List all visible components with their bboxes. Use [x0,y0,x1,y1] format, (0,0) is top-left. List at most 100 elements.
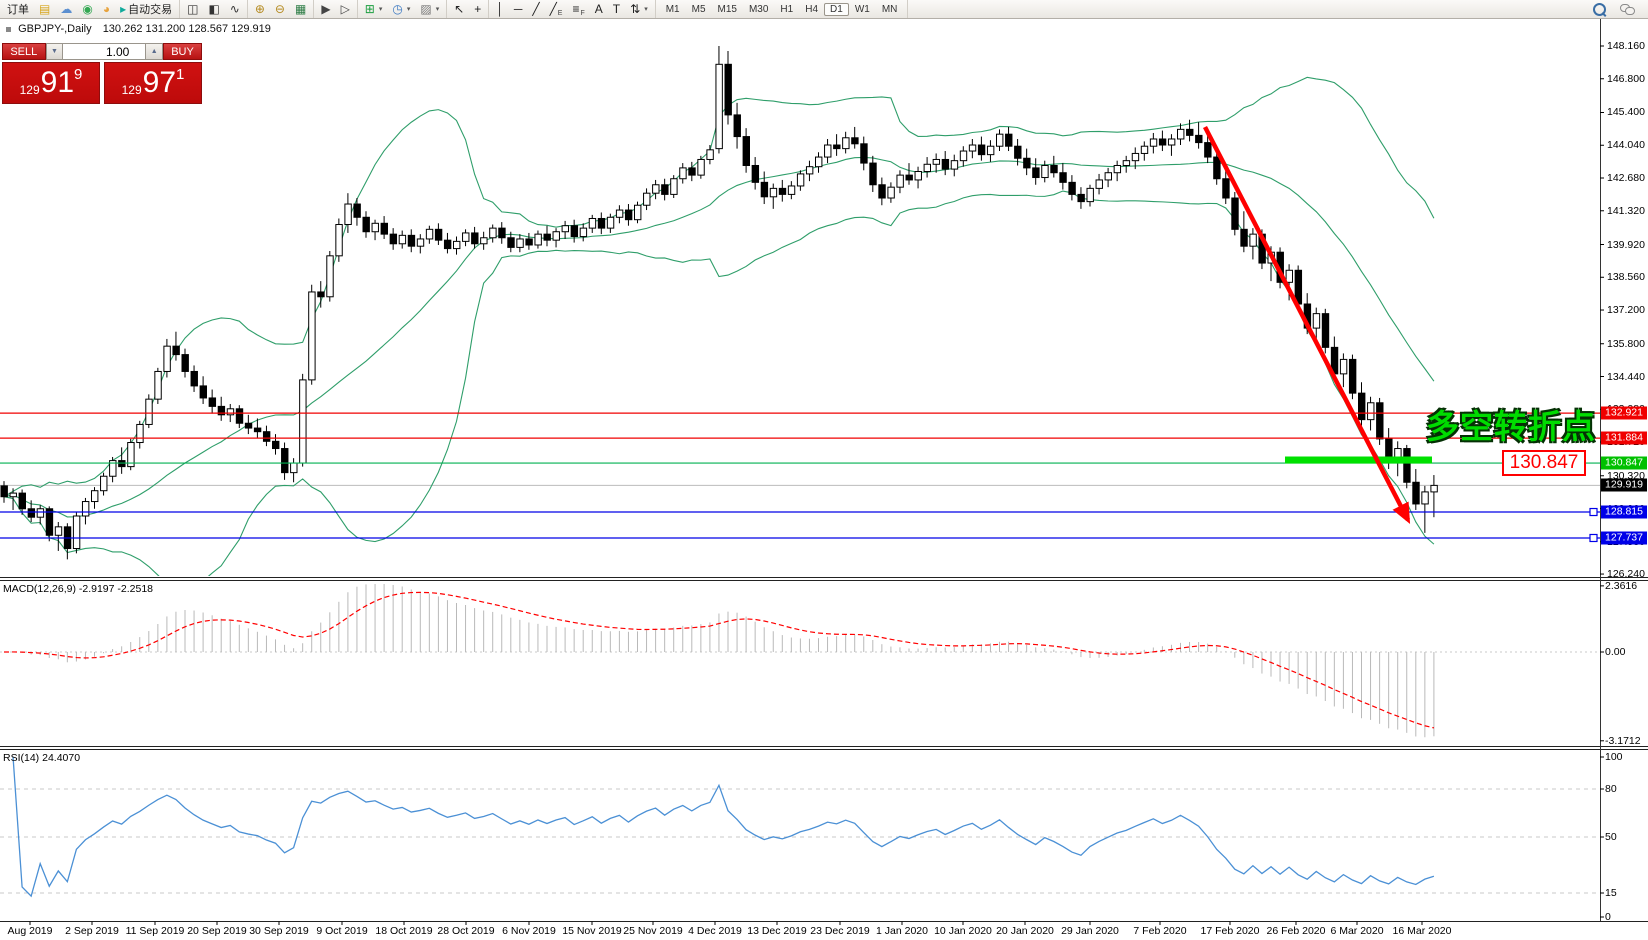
vline-icon[interactable]: │ [491,1,509,17]
cursor-icon: ↖ [454,2,465,16]
macd-values: -2.9197 -2.2518 [78,583,154,595]
text-icon: A [594,2,603,16]
cursor-icon[interactable]: ↖ [449,1,469,17]
time-axis-label: 30 Sep 2019 [249,925,309,937]
signals-icon[interactable]: ◉ [77,1,97,17]
trendline-icon[interactable]: ╱ [527,1,544,17]
periods-icon[interactable]: ◷ ▾ [387,1,415,17]
arrows-icon: ⇅ [630,2,641,16]
hline-icon[interactable]: ─ [509,1,528,17]
time-axis-label: 6 Mar 2020 [1330,925,1384,937]
price-axis-tick: 138.560 [1607,271,1645,284]
rsi-value: 24.4070 [42,752,81,764]
price-axis-tick: 141.320 [1607,204,1645,217]
volume-up-button[interactable]: ▲ [145,43,164,60]
time-axis-label: 13 Dec 2019 [747,925,807,937]
rsi-scale-label: 15 [1605,887,1617,899]
channel-icon[interactable]: ╱ E [545,1,568,17]
timeframe-m1[interactable]: M1 [665,3,680,15]
toolbar-group-drawing: │ ─ ╱ ╱ E ≡ F A T ⇅ ▾ [489,0,656,18]
time-axis-label: 7 Feb 2020 [1133,925,1187,937]
timeframe-w1[interactable]: W1 [854,3,870,15]
buy-button[interactable]: BUY [163,43,202,60]
line-chart-icon: ∿ [229,2,240,16]
price-axis-tick: 142.680 [1607,172,1645,184]
fibonacci-icon[interactable]: ≡ F [567,1,589,17]
autoscroll-icon[interactable]: ▶ [316,1,335,17]
chart-shift-icon[interactable]: ▷ [336,1,355,17]
fibonacci-icon-sub: F [580,10,585,17]
candle-chart-icon[interactable]: ◧ [203,1,224,17]
templates-icon: ▨ [420,2,432,16]
zoom-out-icon[interactable]: ⊖ [270,1,290,17]
price-line-label: 129.919 [1601,478,1647,492]
periods-icon: ◷ [392,2,403,16]
templates-icon[interactable]: ▨ ▾ [415,1,444,17]
timeframe-m15[interactable]: M15 [717,3,737,15]
toolbar-group-cursor: ↖ + [447,0,490,18]
one-click-trading-panel: SELL ▼ ▲ BUY 129 91 9 129 97 1 [2,43,202,104]
time-axis-label: 18 Oct 2019 [375,925,433,937]
rsi-scale-label: 80 [1605,783,1617,795]
symbol-ohlc-values: 130.262 131.200 128.567 129.919 [102,23,271,35]
chevron-down-icon: ▾ [435,6,440,13]
terminal-icon[interactable]: ☁ [55,1,77,17]
new-order-button[interactable]: 订单 [2,1,34,17]
chevron-down-icon: ▾ [378,6,383,13]
macd-scale-label: 0.00 [1605,646,1626,658]
label-icon: T [612,2,621,16]
buy-price-box[interactable]: 129 97 1 [104,62,202,104]
timeframe-h4[interactable]: H4 [805,3,819,15]
hline-icon: ─ [513,2,523,16]
indicators-add-icon[interactable]: ⊞ ▾ [360,1,388,17]
toolbar: 订单 ▤ ☁ ◉ ◕ ▸ 自动交易 ◫ ◧ ∿ ⊕ ⊖ ▦ ▶ ▷ ⊞ ▾ ◷ ▾ ▨ ▾ ↖ + │ ─ ╱ ╱ E ≡ F A T ⇅ ▾ M1… [0,0,1648,19]
timeframe-d1[interactable]: D1 [824,2,849,16]
time-axis-label: 20 Jan 2020 [996,925,1054,937]
chat-icon[interactable] [1620,4,1635,15]
trendline-icon: ╱ [532,2,540,16]
timeframe-m30[interactable]: M30 [748,3,769,15]
text-icon[interactable]: A [590,1,608,17]
time-axis-label: Aug 2019 [7,925,53,937]
timeframe-mn[interactable]: MN [881,3,898,15]
crosshair-icon[interactable]: + [469,1,486,17]
chevron-down-icon: ▾ [406,6,411,13]
market-icon[interactable]: ◕ [98,1,115,17]
label-icon[interactable]: T [608,1,625,17]
book-icon: ▤ [39,2,51,16]
arrows-icon[interactable]: ⇅ ▾ [625,1,653,17]
tile-windows-icon[interactable]: ▦ [290,1,311,17]
price-axis-tick: 144.040 [1607,139,1645,152]
crosshair-icon: + [474,2,482,16]
new-order-button-label: 订单 [7,4,29,16]
bar-chart-icon[interactable]: ◫ [182,1,203,17]
macd-scale-label: -3.1712 [1605,734,1641,747]
search-icon[interactable] [1593,2,1606,16]
sell-button[interactable]: SELL [2,43,46,60]
volume-input[interactable] [63,43,146,60]
rsi-scale-label: 50 [1605,831,1617,843]
sell-price-box[interactable]: 129 91 9 [2,62,100,104]
line-chart-icon[interactable]: ∿ [225,1,245,17]
timeframe-h1[interactable]: H1 [780,3,794,15]
book-icon[interactable]: ▤ [34,1,55,17]
autotrading-button[interactable]: ▸ 自动交易 [115,1,177,17]
price-line-label: 130.847 [1601,456,1647,470]
toolbar-group-zoom: ⊕ ⊖ ▦ [248,0,315,18]
sell-price-big: 91 [40,66,75,99]
autoscroll-icon: ▶ [321,2,331,16]
price-line-label: 128.815 [1601,505,1647,519]
price-axis-tick: 134.440 [1607,370,1645,383]
rsi-scale-label: 0 [1605,911,1611,923]
rsi-scale-label: 100 [1605,751,1623,763]
time-axis-label: 28 Oct 2019 [437,925,495,937]
sell-price-prefix: 129 [19,83,40,97]
zoom-in-icon[interactable]: ⊕ [250,1,270,17]
timeframe-m5[interactable]: M5 [691,3,706,15]
time-axis-label: 15 Nov 2019 [562,925,622,937]
buy-price-big: 97 [142,66,177,99]
toolbar-group-scroll: ▶ ▷ [314,0,358,18]
signals-icon: ◉ [82,2,93,16]
volume-down-button[interactable]: ▼ [45,43,64,60]
